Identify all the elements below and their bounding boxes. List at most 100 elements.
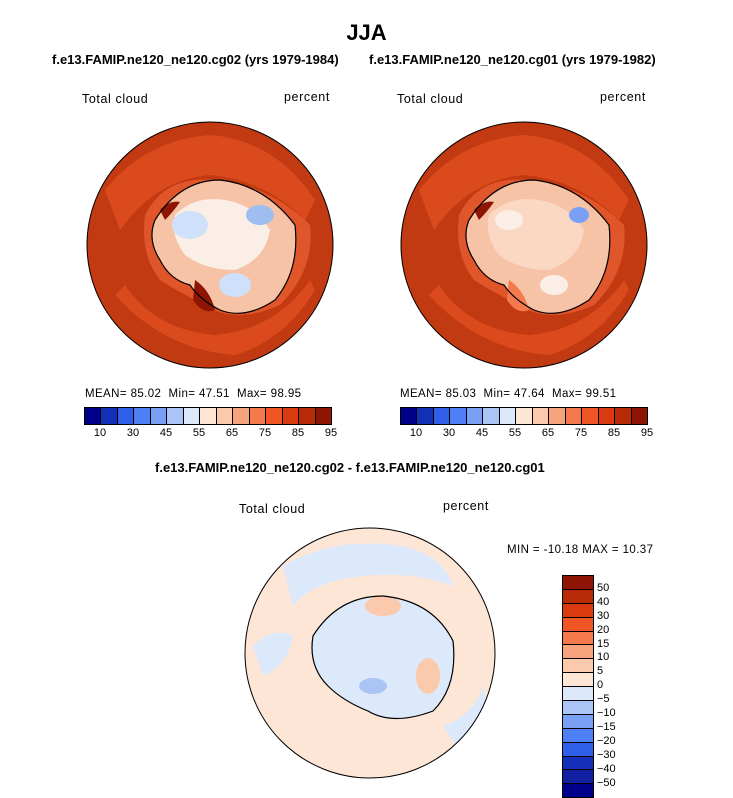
diff-minmax: MIN = -10.18 MAX = 10.37 <box>507 544 654 556</box>
panel2-colorbar <box>400 407 648 425</box>
panel1-mean-label: MEAN= <box>85 388 127 400</box>
panel2-max-value: 99.51 <box>585 388 617 400</box>
colorbar-swatch <box>563 770 593 785</box>
cb1-tick: 55 <box>192 427 206 439</box>
colorbar-swatch <box>563 645 593 660</box>
cb1-tick: 10 <box>93 427 107 439</box>
panel2-polar-map <box>400 121 648 369</box>
colorbar-swatch <box>563 659 593 674</box>
panel2-units-label: percent <box>600 90 646 104</box>
cb2-tick: 55 <box>508 427 522 439</box>
diff-units-label: percent <box>443 499 489 513</box>
colorbar-swatch <box>532 408 550 424</box>
colorbar-swatch <box>598 408 616 424</box>
diff-colorbar-tick: −10 <box>597 707 616 719</box>
cb2-tick: 45 <box>475 427 489 439</box>
diff-colorbar-tick: 30 <box>597 609 610 622</box>
panel1-max-value: 98.95 <box>270 388 302 400</box>
panel1-min-label: Min= <box>168 388 196 400</box>
diff-colorbar <box>562 575 594 798</box>
panel1-colorbar-ticks: 10 30 45 55 65 75 85 95 <box>84 427 337 441</box>
colorbar-swatch <box>563 631 593 646</box>
colorbar-swatch <box>417 408 434 424</box>
colorbar-swatch <box>466 408 484 424</box>
diff-colorbar-tick: −40 <box>597 762 616 775</box>
colorbar-swatch <box>315 408 332 424</box>
cb2-tick: 75 <box>574 427 588 439</box>
colorbar-swatch <box>563 617 593 632</box>
diff-variable-label: Total cloud <box>239 502 306 516</box>
diff-colorbar-tick: 10 <box>597 651 610 664</box>
colorbar-swatch <box>563 603 593 618</box>
colorbar-swatch <box>266 408 283 424</box>
diff-colorbar-tick: 40 <box>597 595 610 608</box>
cb1-tick: 65 <box>225 427 239 439</box>
panel2-mean-value: 85.03 <box>445 388 477 400</box>
colorbar-swatch <box>563 756 593 771</box>
panel1-colorbar <box>84 407 332 425</box>
colorbar-swatch <box>101 408 118 424</box>
diff-colorbar-tick: −50 <box>597 776 616 789</box>
diff-polar-map <box>244 527 496 779</box>
panel2-subtitle: f.e13.FAMIP.ne120_ne120.cg01 (yrs 1979-1… <box>369 52 656 67</box>
panel2-stats: MEAN= 85.03 Min= 47.64 Max= 99.51 <box>400 388 616 400</box>
panel2-colorbar-ticks: 10 30 45 55 65 75 85 95 <box>400 427 653 441</box>
colorbar-swatch <box>134 408 151 424</box>
diff-colorbar-tick: −15 <box>597 720 616 733</box>
panel1-polar-map <box>86 121 334 369</box>
panel1-mean-value: 85.02 <box>130 388 162 400</box>
colorbar-swatch <box>631 408 648 424</box>
colorbar-swatch <box>549 408 566 424</box>
panel1-variable-label: Total cloud <box>82 92 149 106</box>
cb1-tick: 45 <box>159 427 173 439</box>
diff-colorbar-tick: 20 <box>597 623 610 636</box>
colorbar-swatch <box>183 408 201 424</box>
colorbar-swatch <box>85 408 102 424</box>
diff-colorbar-tick: 50 <box>597 581 610 594</box>
colorbar-swatch <box>563 742 593 757</box>
diff-colorbar-tick: −5 <box>597 693 610 706</box>
diff-colorbar-ticks: 50 40 30 20 15 10 5 0 −5 −10 −15 −20 −30 −40 −50 <box>597 575 637 789</box>
diff-colorbar-tick: 0 <box>597 679 604 692</box>
colorbar-swatch <box>167 408 184 424</box>
diff-colorbar-tick: 15 <box>597 637 610 650</box>
panel2-min-value: 47.64 <box>514 388 545 400</box>
colorbar-swatch <box>299 408 316 424</box>
colorbar-swatch <box>483 408 500 424</box>
colorbar-swatch <box>117 408 135 424</box>
colorbar-swatch <box>563 714 593 729</box>
colorbar-swatch <box>582 408 599 424</box>
colorbar-swatch <box>233 408 250 424</box>
diff-colorbar-tick: −20 <box>597 734 616 747</box>
colorbar-swatch <box>516 408 533 424</box>
colorbar-swatch <box>450 408 467 424</box>
cb2-tick: 65 <box>541 427 555 439</box>
panel2-variable-label: Total cloud <box>397 92 464 106</box>
colorbar-swatch <box>563 673 593 688</box>
colorbar-swatch <box>433 408 451 424</box>
colorbar-swatch <box>615 408 632 424</box>
colorbar-swatch <box>249 408 267 424</box>
panel2-mean-label: MEAN= <box>400 388 442 400</box>
panel1-subtitle: f.e13.FAMIP.ne120_ne120.cg02 (yrs 1979-1… <box>52 52 339 67</box>
diff-colorbar-tick: 5 <box>597 665 604 678</box>
colorbar-swatch <box>216 408 234 424</box>
cb1-tick: 30 <box>126 427 140 439</box>
colorbar-swatch <box>563 701 593 715</box>
colorbar-swatch <box>563 687 593 702</box>
diff-colorbar-tick: −30 <box>597 748 616 761</box>
panel1-units-label: percent <box>284 90 330 104</box>
colorbar-swatch <box>563 728 593 743</box>
cb2-tick: 95 <box>640 427 654 439</box>
panel1-min-value: 47.51 <box>199 388 230 400</box>
panel1-stats: MEAN= 85.02 Min= 47.51 Max= 98.95 <box>85 388 301 400</box>
colorbar-swatch <box>282 408 300 424</box>
cb2-tick: 30 <box>442 427 456 439</box>
diff-subtitle: f.e13.FAMIP.ne120_ne120.cg02 - f.e13.FAM… <box>155 460 545 475</box>
cb1-tick: 85 <box>291 427 305 439</box>
colorbar-swatch <box>563 589 593 604</box>
colorbar-swatch <box>563 784 593 798</box>
page-title: JJA <box>346 20 387 45</box>
panel2-min-label: Min= <box>483 388 511 400</box>
panel2-max-label: Max= <box>552 388 583 400</box>
